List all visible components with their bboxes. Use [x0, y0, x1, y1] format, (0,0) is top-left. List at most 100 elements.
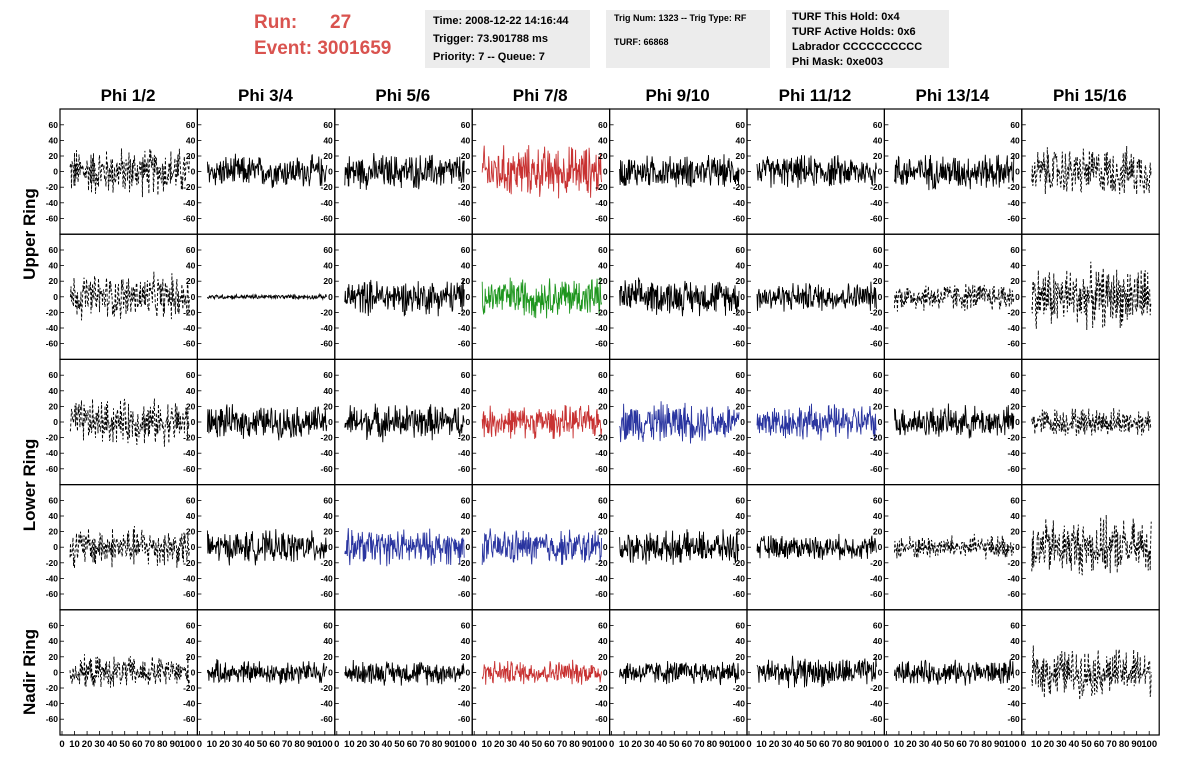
waveform-trace [893, 154, 1015, 191]
y-tick-label: 60 [186, 370, 196, 380]
x-tick-label: 30 [781, 739, 792, 750]
waveform-panel: 60 40 20 0 -20 -40 -60 [183, 233, 336, 360]
waveform-trace [344, 528, 465, 567]
y-tick-label: -20 [1008, 683, 1021, 693]
x-tick-label: 90 [582, 739, 593, 750]
info-box-turf: TURF This Hold: 0x4 TURF Active Holds: 0… [786, 10, 949, 68]
waveform-trace [69, 654, 190, 688]
y-tick-label: 20 [873, 276, 883, 286]
y-tick-label: -60 [321, 464, 334, 474]
waveform-trace [756, 281, 877, 312]
y-tick-label: 60 [598, 495, 608, 505]
y-tick-label: 0 [740, 417, 745, 427]
column-header: Phi 3/4 [237, 86, 293, 105]
waveform-panel: 60 40 20 0 -20 -40 -60 [183, 358, 336, 486]
y-tick-label: 0 [603, 542, 608, 552]
waveform-trace [206, 153, 328, 189]
y-tick-label: 20 [186, 527, 196, 537]
y-tick-label: 60 [186, 120, 196, 130]
waveform-trace [206, 658, 328, 685]
y-tick-label: 0 [1015, 292, 1020, 302]
y-tick-label: -20 [1008, 307, 1021, 317]
y-tick-label: 0 [465, 167, 470, 177]
y-tick-label: 0 [328, 542, 333, 552]
y-tick-label: 40 [598, 511, 608, 521]
x-tick-label: 100 [1141, 739, 1157, 750]
x-tick-label: 20 [769, 739, 780, 750]
y-tick-label: 40 [186, 261, 196, 271]
y-tick-label: -20 [458, 307, 471, 317]
x-tick-label: 90 [170, 739, 181, 750]
x-tick-label: 30 [1056, 739, 1067, 750]
y-tick-label: -40 [458, 448, 471, 458]
y-tick-label: -60 [183, 339, 196, 349]
y-tick-label: 20 [598, 527, 608, 537]
x-tick-label: 30 [369, 739, 380, 750]
y-tick-label: -20 [733, 307, 746, 317]
y-tick-label: 20 [598, 276, 608, 286]
y-tick-label: 40 [598, 135, 608, 145]
y-tick-label: -60 [595, 589, 608, 599]
y-tick-label: -60 [458, 464, 471, 474]
x-tick-label: 90 [1131, 739, 1142, 750]
waveform-trace [206, 529, 328, 566]
y-tick-label: -20 [46, 182, 59, 192]
y-tick-label: -40 [46, 448, 59, 458]
y-tick-label: 20 [736, 151, 746, 161]
x-tick-label: 30 [644, 739, 655, 750]
y-tick-label: -60 [595, 714, 608, 724]
y-tick-label: 20 [461, 151, 471, 161]
y-tick-label: -60 [1008, 464, 1021, 474]
y-tick-label: -40 [183, 198, 196, 208]
waveform-trace [69, 271, 190, 321]
y-tick-label: -20 [595, 307, 608, 317]
x-tick-label: 80 [1119, 739, 1130, 750]
y-tick-label: 0 [878, 417, 883, 427]
y-tick-label: 0 [53, 167, 58, 177]
waveform-panel: 60 40 20 0 -20 -40 -60 [458, 358, 611, 486]
x-tick-label: 60 [682, 739, 693, 750]
y-tick-label: 20 [736, 401, 746, 411]
y-tick-label: 40 [186, 135, 196, 145]
y-tick-label: -60 [870, 714, 883, 724]
x-tick-label: 40 [107, 739, 118, 750]
waveform-trace [69, 148, 190, 198]
y-tick-label: 0 [740, 167, 745, 177]
y-tick-label: -40 [321, 323, 334, 333]
x-tick-label: 20 [1044, 739, 1055, 750]
y-tick-label: 0 [1015, 417, 1020, 427]
y-tick-label: 60 [598, 621, 608, 631]
waveform-panel: 60 40 20 0 -20 -40 -60 [733, 233, 885, 360]
y-tick-label: -40 [870, 699, 883, 709]
x-tick-label: 80 [844, 739, 855, 750]
x-tick-label: 90 [307, 739, 318, 750]
time-text: Time: 2008-12-22 14:16:44 [433, 15, 569, 27]
y-tick-label: -60 [458, 213, 471, 223]
y-tick-label: -20 [1008, 182, 1021, 192]
y-tick-label: 60 [873, 245, 883, 255]
y-tick-label: 40 [186, 511, 196, 521]
y-tick-label: -60 [321, 339, 334, 349]
y-tick-label: 40 [186, 386, 196, 396]
y-tick-label: -40 [183, 699, 196, 709]
waveform-trace [69, 398, 190, 447]
y-tick-label: -20 [321, 558, 334, 568]
y-tick-label: -40 [595, 323, 608, 333]
x-tick-label: 100 [729, 739, 745, 750]
waveform-trace [206, 292, 328, 301]
y-tick-label: -60 [183, 589, 196, 599]
y-tick-label: 40 [598, 636, 608, 646]
y-tick-label: -40 [458, 573, 471, 583]
y-tick-label: -40 [321, 573, 334, 583]
y-tick-label: 40 [873, 386, 883, 396]
waveform-trace [619, 660, 740, 686]
waveform-panel: 60 40 20 0 -20 -40 -60 [595, 484, 748, 611]
y-tick-label: 0 [53, 542, 58, 552]
run-value: 27 [330, 12, 352, 33]
y-tick-label: 0 [191, 167, 196, 177]
y-tick-label: 20 [186, 401, 196, 411]
waveform-panel: 60 40 20 0 -20 -40 -60 [870, 358, 1023, 486]
y-tick-label: 40 [1010, 636, 1020, 646]
